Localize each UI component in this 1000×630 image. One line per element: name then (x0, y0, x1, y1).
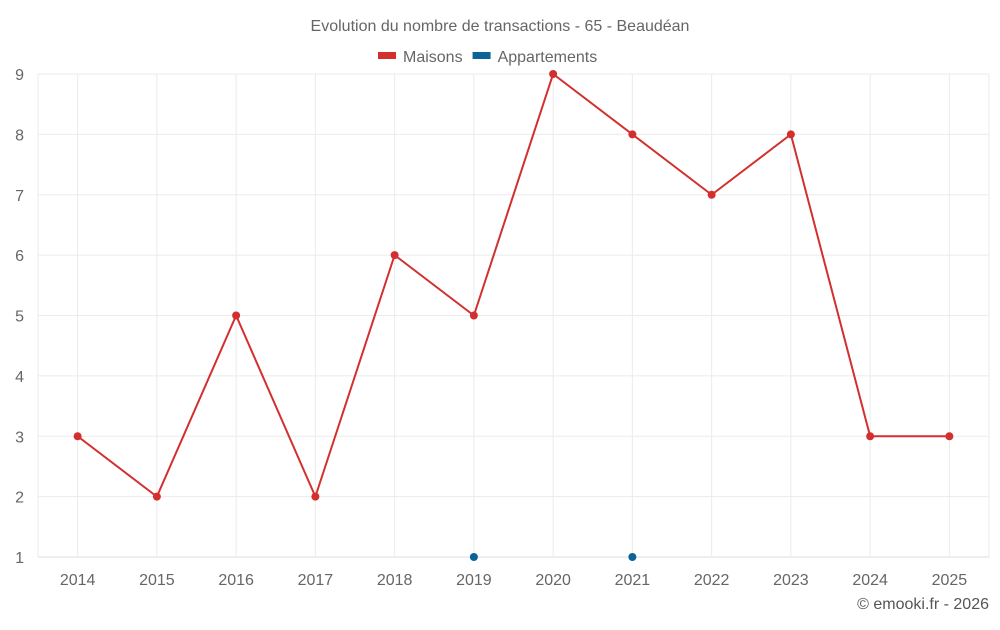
data-point-0-2014[interactable] (73, 432, 82, 441)
y-tick-label: 9 (15, 67, 24, 84)
data-point-0-2016[interactable] (232, 311, 241, 320)
data-point-0-2023[interactable] (786, 130, 795, 139)
data-point-0-2021[interactable] (628, 130, 637, 139)
y-tick-label: 3 (15, 429, 24, 446)
x-tick-label: 2022 (694, 572, 730, 589)
y-tick-label: 8 (15, 127, 24, 144)
y-tick-label: 1 (15, 550, 24, 567)
y-axis: 1 2 3 4 5 6 7 8 9 (15, 67, 24, 567)
x-tick-label: 2021 (615, 572, 651, 589)
data-point-0-2024[interactable] (866, 432, 875, 441)
legend-swatch-0[interactable] (378, 52, 396, 59)
data-point-0-2018[interactable] (390, 251, 399, 260)
x-tick-label: 2017 (298, 572, 334, 589)
data-point-0-2020[interactable] (549, 70, 558, 78)
chart-title: Evolution du nombre de transactions - 65… (311, 18, 690, 35)
data-point-0-2019[interactable] (469, 311, 478, 320)
series-appartements (469, 553, 637, 561)
data-point-0-2015[interactable] (152, 492, 161, 501)
y-tick-label: 5 (15, 309, 24, 326)
data-point-1-2019[interactable] (469, 553, 478, 561)
x-tick-label: 2024 (852, 572, 888, 589)
x-tick-label: 2019 (456, 572, 492, 589)
legend: Maisons Appartements (378, 49, 597, 66)
legend-label-1[interactable]: Appartements (498, 49, 598, 66)
y-tick-label: 2 (15, 490, 24, 507)
x-axis: 2014 2015 2016 2017 2018 2019 2020 2021 2022 2023… (60, 572, 967, 589)
data-point-0-2022[interactable] (707, 190, 716, 199)
data-point-0-2025[interactable] (945, 432, 954, 441)
x-tick-label: 2025 (932, 572, 968, 589)
y-tick-label: 7 (15, 188, 24, 205)
legend-swatch-1[interactable] (472, 52, 491, 59)
data-point-1-2021[interactable] (628, 553, 637, 561)
y-tick-label: 6 (15, 248, 24, 265)
series-line-0 (77, 73, 950, 498)
x-tick-label: 2016 (218, 572, 254, 589)
credit-text: © emooki.fr - 2026 (857, 596, 989, 613)
data-point-0-2017[interactable] (311, 492, 320, 501)
grid (37, 73, 990, 558)
x-tick-label: 2014 (60, 572, 96, 589)
y-tick-label: 4 (15, 369, 24, 386)
series-maisons (73, 70, 954, 501)
x-tick-label: 2015 (139, 572, 175, 589)
x-tick-label: 2018 (377, 572, 413, 589)
series-layer (73, 70, 954, 561)
x-tick-label: 2020 (535, 572, 571, 589)
legend-label-0[interactable]: Maisons (403, 49, 463, 66)
x-tick-label: 2023 (773, 572, 809, 589)
